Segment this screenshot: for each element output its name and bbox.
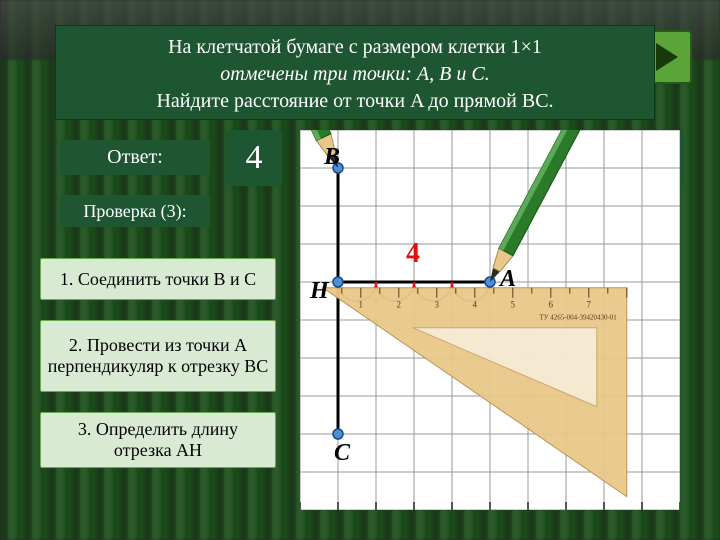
check-label[interactable]: Проверка (3): <box>60 195 210 227</box>
svg-text:5: 5 <box>511 300 516 310</box>
step-3[interactable]: 3. Определить длину отрезка AH <box>40 412 276 468</box>
point-label-A: A <box>500 266 516 293</box>
answer-value[interactable]: 4 <box>226 130 282 186</box>
grid-svg: 1 2 3 4 5 6 7 ТУ 4265-004-39420430-01 <box>300 130 680 510</box>
point-label-H: H <box>310 278 329 305</box>
svg-text:7: 7 <box>587 300 592 310</box>
svg-text:1: 1 <box>359 300 364 310</box>
point-label-B: B <box>324 144 340 171</box>
distance-label: 4 <box>406 238 420 270</box>
pencil-1 <box>482 130 606 286</box>
step-2[interactable]: 2. Провести из точки А перпендикуляр к о… <box>40 320 276 392</box>
svg-text:2: 2 <box>397 300 402 310</box>
step-1[interactable]: 1. Соединить точки B и C <box>40 258 276 300</box>
triangle-ruler: 1 2 3 4 5 6 7 ТУ 4265-004-39420430-01 <box>323 288 627 497</box>
svg-text:3: 3 <box>435 300 440 310</box>
grid-paper: 1 2 3 4 5 6 7 ТУ 4265-004-39420430-01 B H A C 4 <box>300 130 680 510</box>
point-label-C: C <box>334 440 350 467</box>
stage: На клетчатой бумаге с размером клетки 1×… <box>0 0 720 540</box>
svg-text:4: 4 <box>473 300 478 310</box>
problem-line-1: На клетчатой бумаге с размером клетки 1×… <box>71 34 639 61</box>
problem-line-3: Найдите расстояние от точки A до прямой … <box>71 88 639 115</box>
problem-statement: На клетчатой бумаге с размером клетки 1×… <box>55 25 655 120</box>
svg-text:ТУ 4265-004-39420430-01: ТУ 4265-004-39420430-01 <box>539 314 617 322</box>
problem-line-2: отмечены три точки: A, B и C. <box>220 63 489 85</box>
answer-label: Ответ: <box>60 140 210 175</box>
svg-text:6: 6 <box>549 300 554 310</box>
